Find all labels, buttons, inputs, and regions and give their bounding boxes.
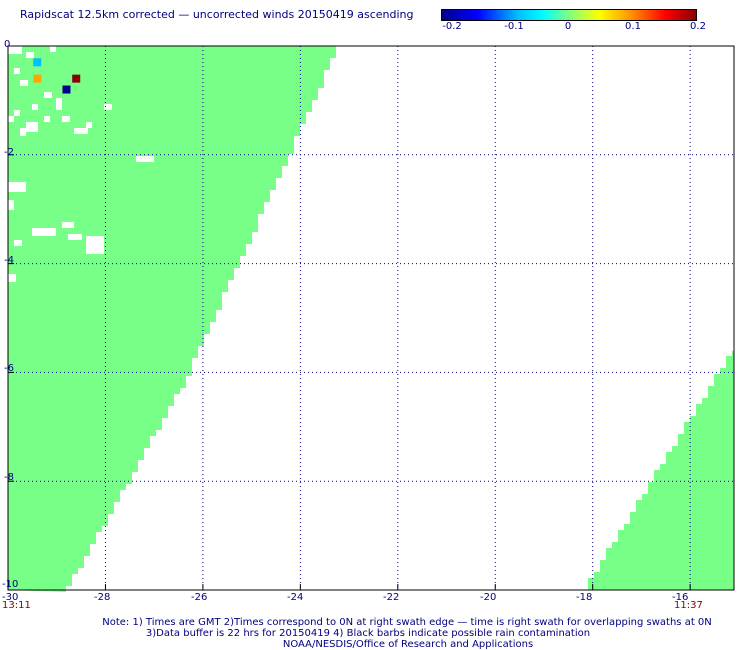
data-gap-cell xyxy=(74,128,88,134)
colorbar-tick: 0 xyxy=(564,21,572,32)
data-gap-cell xyxy=(32,228,56,236)
data-gap-cell xyxy=(50,46,56,52)
data-gap-cell xyxy=(56,98,62,110)
anomaly-cell xyxy=(33,74,42,83)
anomaly-cell xyxy=(62,85,71,94)
note-line-2: 3)Data buffer is 22 hrs for 20150419 4) … xyxy=(145,628,591,639)
grid-lines xyxy=(8,46,734,590)
data-gap-cell xyxy=(86,236,104,254)
anomaly-cell xyxy=(33,58,42,67)
data-gap-cell xyxy=(14,68,20,74)
left-swath xyxy=(8,46,336,592)
right-swath-time: 11:37 xyxy=(674,600,703,611)
x-tick-label: -24 xyxy=(287,592,304,603)
map-frame xyxy=(7,45,735,591)
colorbar xyxy=(441,9,697,21)
note-line-1: Note: 1) Times are GMT 2)Times correspon… xyxy=(102,617,712,628)
colorbar-tick: -0.2 xyxy=(442,21,462,32)
data-gap-cell xyxy=(44,116,50,122)
data-gap-cell xyxy=(136,156,154,162)
data-gap-cell xyxy=(62,116,70,122)
data-gap-cell xyxy=(8,200,14,210)
x-tick-label: -28 xyxy=(94,592,111,603)
right-swath xyxy=(586,350,734,590)
data-gap-cell xyxy=(20,80,28,86)
data-gap-cell xyxy=(32,104,38,110)
data-gap-cell xyxy=(20,128,26,136)
data-gap-cell xyxy=(26,122,38,132)
y-tick-label: -6 xyxy=(4,363,14,374)
left-swath-time: 13:11 xyxy=(2,600,31,611)
x-tick-label: -16 xyxy=(672,592,689,603)
y-tick-label: -4 xyxy=(4,255,14,266)
data-gap-cell xyxy=(14,110,20,116)
colorbar-tick: 0.1 xyxy=(625,21,641,32)
data-gap-cell xyxy=(26,52,34,58)
swath-layer xyxy=(8,46,734,592)
map-title: Rapidscat 12.5km corrected — uncorrected… xyxy=(20,8,414,21)
x-tick-label: -20 xyxy=(480,592,497,603)
y-tick-label: -8 xyxy=(4,472,14,483)
data-gap-cell xyxy=(8,274,16,282)
y-tick-label: -10 xyxy=(2,579,19,590)
y-tick-label: 0 xyxy=(4,39,11,50)
data-gap-cell xyxy=(8,182,26,192)
y-tick-label: -2 xyxy=(4,147,14,158)
anomaly-layer xyxy=(33,58,81,94)
data-gap-cell xyxy=(68,234,82,240)
x-tick-label: -18 xyxy=(576,592,593,603)
x-tick-label: -26 xyxy=(191,592,208,603)
data-gap-cell xyxy=(44,92,52,98)
data-gap-cell xyxy=(8,116,14,122)
data-gap-cell xyxy=(62,222,74,228)
note-line-3: NOAA/NESDIS/Office of Research and Appli… xyxy=(282,639,534,650)
data-gap-cell xyxy=(86,122,92,128)
data-gaps xyxy=(8,46,154,282)
data-gap-cell xyxy=(104,104,112,110)
colorbar-tick: -0.1 xyxy=(504,21,524,32)
anomaly-cell xyxy=(72,74,81,83)
data-gap-cell xyxy=(14,240,22,246)
x-tick-label: -30 xyxy=(2,592,19,603)
x-tick-label: -22 xyxy=(383,592,400,603)
colorbar-tick: 0.2 xyxy=(690,21,706,32)
data-gap-cell xyxy=(8,46,22,54)
colorbar-gradient xyxy=(442,10,696,20)
